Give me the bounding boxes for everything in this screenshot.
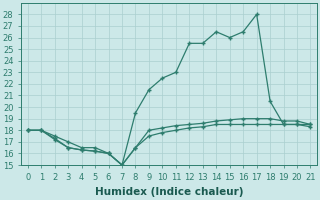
X-axis label: Humidex (Indice chaleur): Humidex (Indice chaleur) bbox=[95, 187, 244, 197]
